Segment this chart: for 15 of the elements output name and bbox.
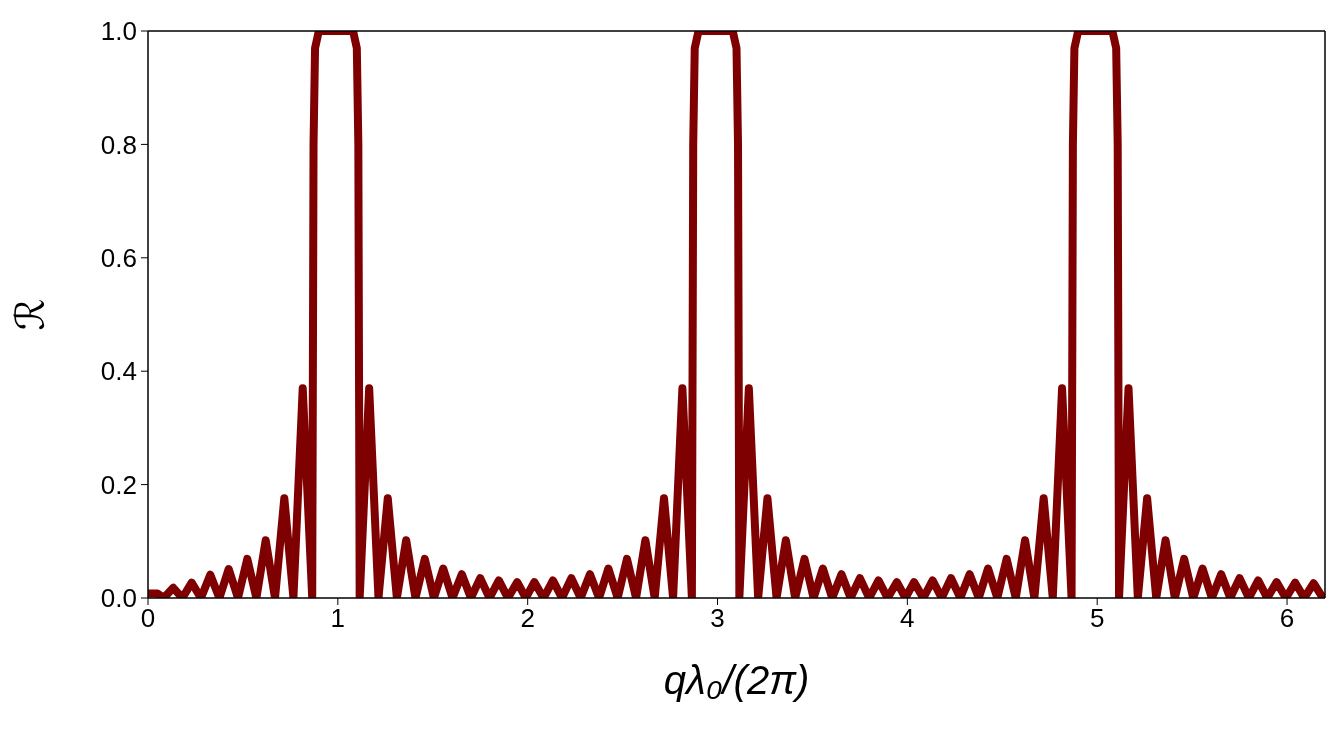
y-tick-label: 0.2 <box>100 469 137 500</box>
x-tick-label: 6 <box>1279 603 1295 634</box>
x-tick-label: 3 <box>710 603 725 634</box>
y-tick-label: 1.0 <box>100 16 137 47</box>
y-tick-label: 0.6 <box>100 243 137 274</box>
y-axis-title: ℛ <box>8 298 53 331</box>
y-tick-label: 0.4 <box>100 356 137 387</box>
x-tick-label: 0 <box>140 603 156 634</box>
x-tick-label: 2 <box>520 603 535 634</box>
y-tick-label: 0.0 <box>100 583 137 614</box>
x-tick-label: 4 <box>900 603 915 634</box>
x-tick-label: 1 <box>330 603 346 634</box>
x-axis-title: qλ₀/(2π) <box>663 658 810 702</box>
y-tick-label: 0.8 <box>100 129 137 160</box>
x-tick-label: 5 <box>1089 603 1105 634</box>
